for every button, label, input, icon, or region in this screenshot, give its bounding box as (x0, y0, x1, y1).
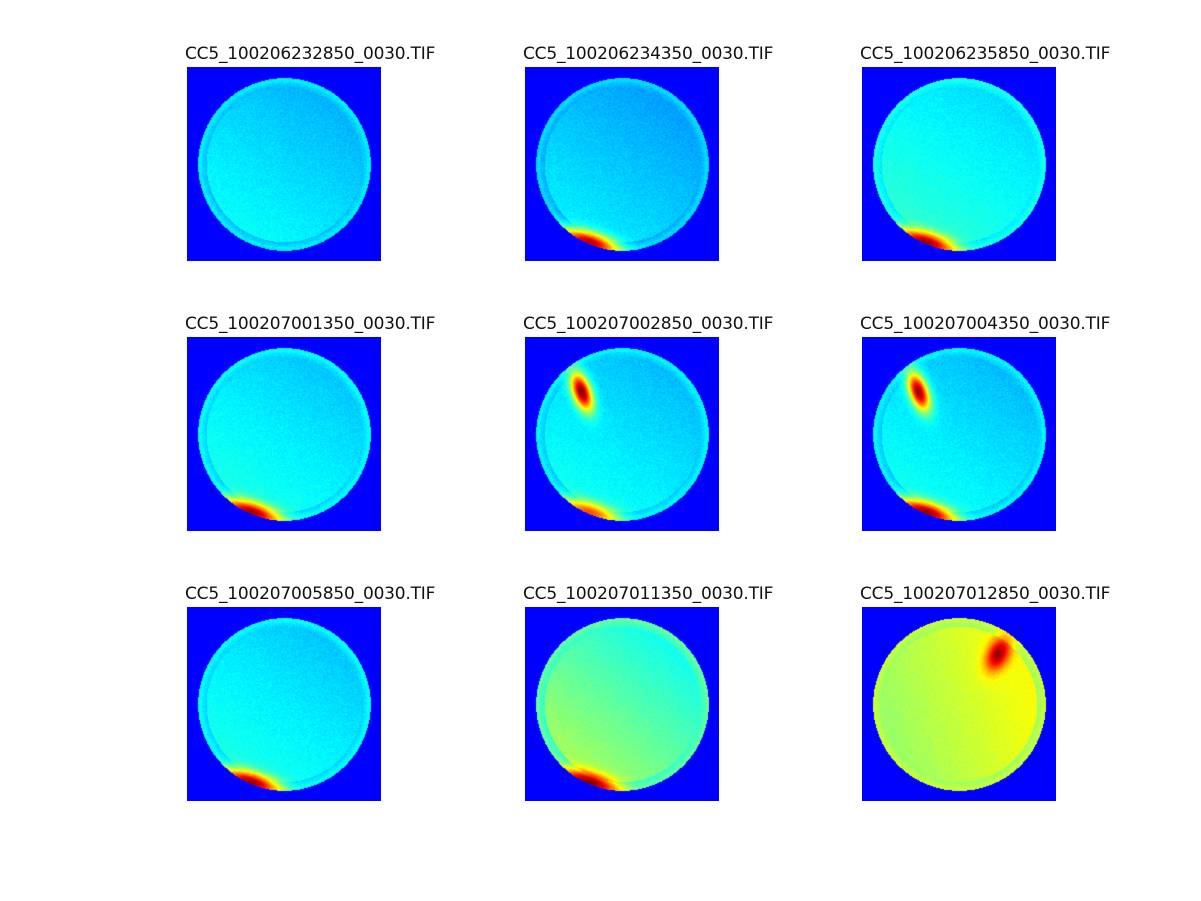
sky-camera-image (187, 337, 381, 531)
subplot-title: CC5_100207002850_0030.TIF (523, 314, 774, 334)
subplot-3: CC5_100206235850_0030.TIF (860, 44, 1132, 266)
subplot-title: CC5_100206235850_0030.TIF (860, 44, 1111, 64)
subplot-6: CC5_100207004350_0030.TIF (860, 314, 1132, 536)
subplot-title: CC5_100206234350_0030.TIF (523, 44, 774, 64)
subplot-5: CC5_100207002850_0030.TIF (523, 314, 795, 536)
sky-camera-image (187, 607, 381, 801)
sky-camera-image (187, 67, 381, 261)
subplot-8: CC5_100207011350_0030.TIF (523, 584, 795, 806)
subplot-title: CC5_100207011350_0030.TIF (523, 584, 774, 604)
sky-camera-image (525, 67, 719, 261)
subplot-title: CC5_100207005850_0030.TIF (185, 584, 436, 604)
subplot-1: CC5_100206232850_0030.TIF (185, 44, 457, 266)
sky-camera-image (862, 607, 1056, 801)
subplot-9: CC5_100207012850_0030.TIF (860, 584, 1132, 806)
sky-camera-image (862, 67, 1056, 261)
subplot-7: CC5_100207005850_0030.TIF (185, 584, 457, 806)
subplot-title: CC5_100207012850_0030.TIF (860, 584, 1111, 604)
sky-camera-image (862, 337, 1056, 531)
subplot-title: CC5_100206232850_0030.TIF (185, 44, 436, 64)
sky-camera-image (525, 607, 719, 801)
subplot-2: CC5_100206234350_0030.TIF (523, 44, 795, 266)
subplot-4: CC5_100207001350_0030.TIF (185, 314, 457, 536)
subplot-title: CC5_100207004350_0030.TIF (860, 314, 1111, 334)
sky-camera-image (525, 337, 719, 531)
subplot-title: CC5_100207001350_0030.TIF (185, 314, 436, 334)
